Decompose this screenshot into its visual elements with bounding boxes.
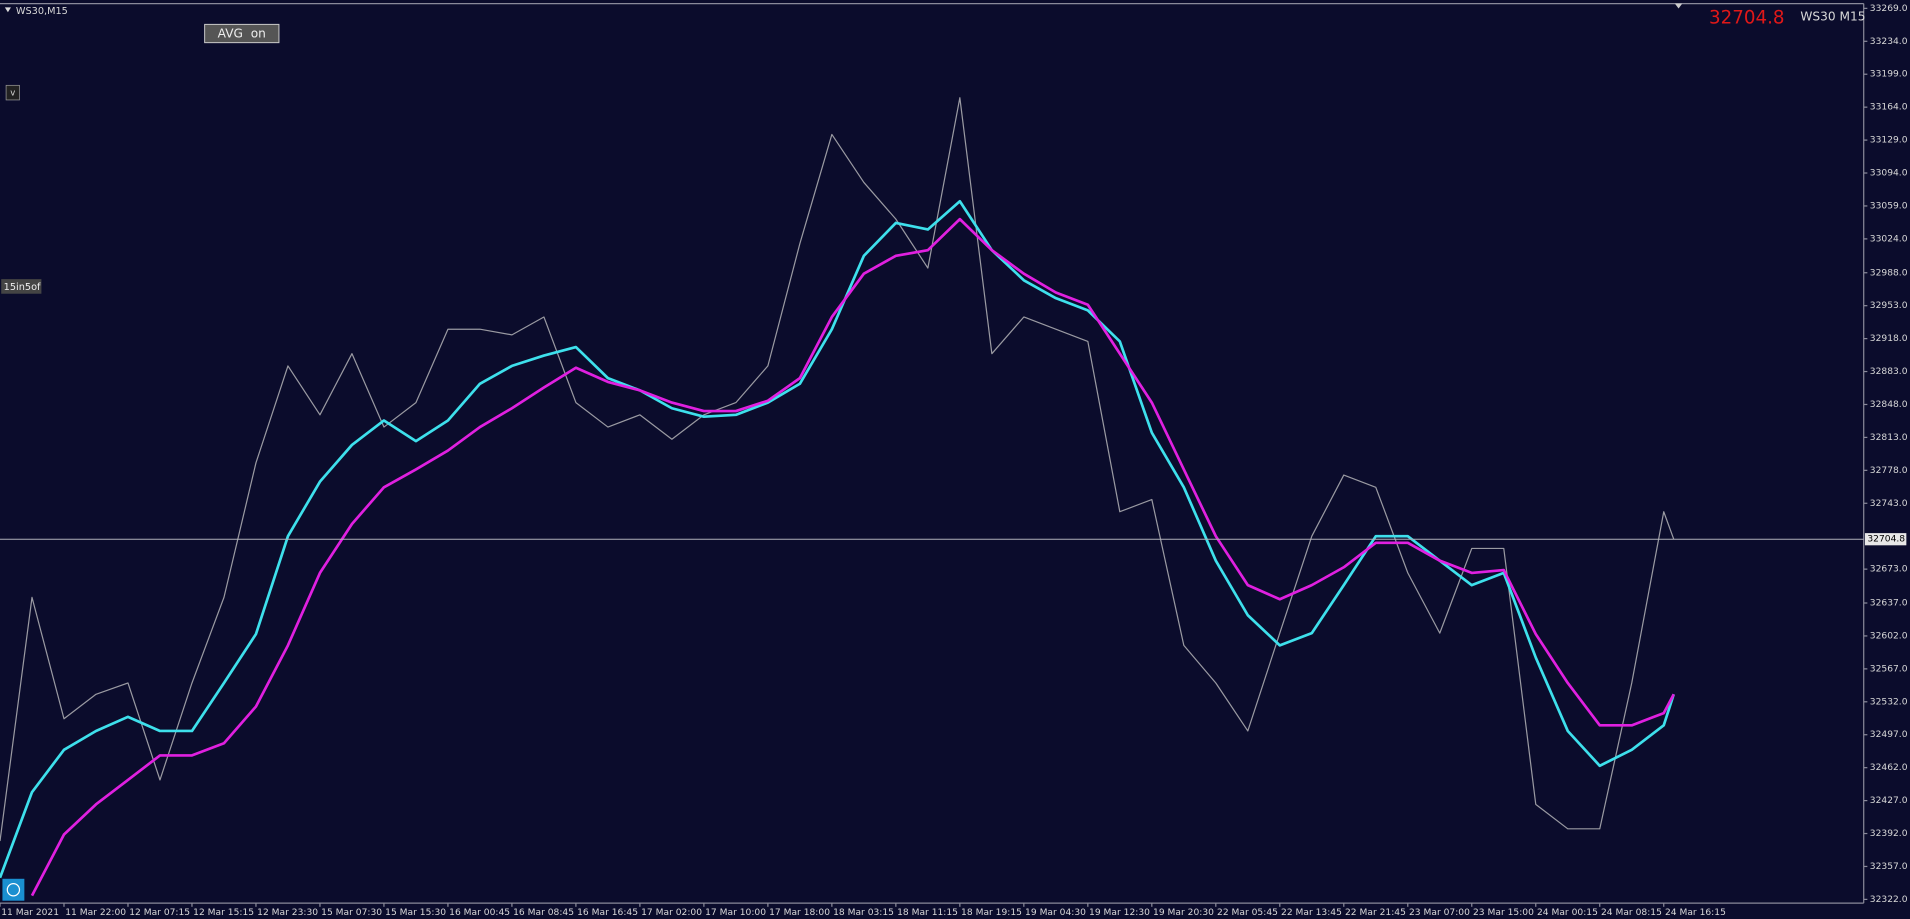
x-tick-label: 24 Mar 08:15: [1601, 908, 1662, 918]
y-tick-label: 33024.0: [1870, 234, 1908, 244]
x-tick-label: 16 Mar 16:45: [577, 908, 638, 918]
y-tick-label: 33199.0: [1870, 70, 1908, 80]
x-tick-label: 11 Mar 2021: [1, 908, 59, 918]
y-tick-label: 32357.0: [1870, 862, 1908, 872]
shift-marker: [1674, 3, 1683, 9]
x-tick-label: 17 Mar 02:00: [641, 908, 702, 918]
y-tick-label: 32637.0: [1870, 599, 1908, 609]
x-tick-label: 16 Mar 00:45: [449, 908, 510, 918]
x-tick-label: 23 Mar 15:00: [1473, 908, 1534, 918]
x-tick-label: 12 Mar 23:30: [257, 908, 318, 918]
v-button[interactable]: [5, 84, 20, 101]
x-tick-label: 16 Mar 08:45: [513, 908, 574, 918]
x-tick-label: 22 Mar 13:45: [1281, 908, 1342, 918]
nav-icon[interactable]: [2, 878, 25, 901]
x-tick-label: 19 Mar 20:30: [1153, 908, 1214, 918]
x-tick-label: 24 Mar 16:15: [1665, 908, 1726, 918]
x-tick-label: 22 Mar 05:45: [1217, 908, 1278, 918]
y-tick-label: 32322.0: [1870, 895, 1908, 905]
symbol-label: WS30 M15: [1800, 10, 1865, 24]
y-tick-label: 33269.0: [1870, 4, 1908, 14]
x-tick-label: 15 Mar 07:30: [321, 908, 382, 918]
moving-average: [0, 199, 1676, 879]
price-line: [0, 97, 1675, 842]
x-tick-label: 12 Mar 07:15: [129, 908, 190, 918]
x-tick-label: 23 Mar 07:00: [1409, 908, 1470, 918]
current-price-label: 32704.8: [1867, 535, 1905, 545]
y-tick-label: 33164.0: [1870, 103, 1908, 113]
y-tick-label: 32953.0: [1870, 301, 1908, 311]
x-tick-label: 11 Mar 22:00: [65, 908, 126, 918]
x-tick-label: 19 Mar 04:30: [1025, 908, 1086, 918]
x-tick-label: 18 Mar 11:15: [897, 908, 958, 918]
x-tick-label: 24 Mar 00:15: [1537, 908, 1598, 918]
y-tick-label: 33129.0: [1870, 136, 1908, 146]
y-tick-label: 32883.0: [1870, 367, 1908, 377]
y-tick-label: 32988.0: [1870, 268, 1908, 278]
chart-title: WS30,M15: [16, 6, 68, 17]
y-tick-label: 32532.0: [1870, 697, 1908, 707]
y-tick-label: 33234.0: [1870, 37, 1908, 47]
x-tick-label: 17 Mar 10:00: [705, 908, 766, 918]
y-tick-label: 32848.0: [1870, 400, 1908, 410]
indicator-box: [1, 279, 42, 294]
x-tick-label: 19 Mar 12:30: [1089, 908, 1150, 918]
y-tick-label: 32427.0: [1870, 796, 1908, 806]
x-tick-label: 18 Mar 19:15: [961, 908, 1022, 918]
y-tick-label: 33059.0: [1870, 201, 1908, 211]
y-tick-label: 32497.0: [1870, 730, 1908, 740]
v-button-label[interactable]: v: [10, 89, 15, 99]
y-tick-label: 32673.0: [1870, 565, 1908, 575]
x-tick-label: 22 Mar 21:45: [1345, 908, 1406, 918]
y-tick-label: 32918.0: [1870, 334, 1908, 344]
y-tick-label: 32743.0: [1870, 499, 1908, 509]
current-price-big: 32704.8: [1709, 7, 1785, 28]
x-tick-label: 12 Mar 15:15: [193, 908, 254, 918]
y-tick-label: 32392.0: [1870, 829, 1908, 839]
avg-button-label[interactable]: AVG on: [218, 27, 266, 41]
x-tick-label: 17 Mar 18:00: [769, 908, 830, 918]
y-tick-label: 32567.0: [1870, 664, 1908, 674]
moving-average: [30, 217, 1675, 897]
y-tick-label: 32462.0: [1870, 763, 1908, 773]
y-tick-label: 32602.0: [1870, 631, 1908, 641]
x-tick-label: 15 Mar 15:30: [385, 908, 446, 918]
y-tick-label: 32778.0: [1870, 466, 1908, 476]
current-price-box: [1864, 533, 1907, 546]
y-tick-label: 33094.0: [1870, 169, 1908, 179]
avg-button[interactable]: [204, 23, 280, 44]
indicator-label: 15in5of: [4, 282, 41, 293]
x-tick-label: 18 Mar 03:15: [833, 908, 894, 918]
nav-icon-glyph[interactable]: [6, 883, 21, 897]
menu-arrow[interactable]: [4, 7, 11, 13]
y-tick-label: 32813.0: [1870, 433, 1908, 443]
